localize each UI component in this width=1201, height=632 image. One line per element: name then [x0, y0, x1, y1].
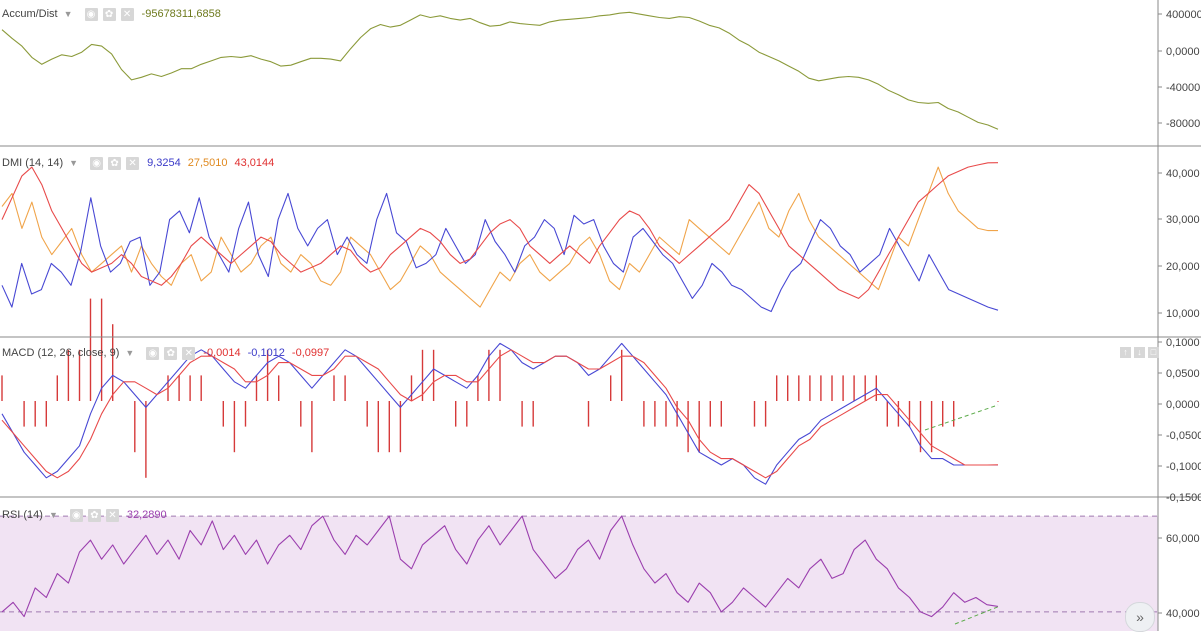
macd-divergence-line	[924, 404, 999, 431]
y-tick-label: -40000	[1166, 82, 1200, 94]
y-tick-label: 20,000	[1166, 261, 1200, 273]
y-tick-label: 0,0000	[1166, 46, 1200, 58]
y-tick-label: 40,000	[1166, 168, 1200, 180]
dmi-plus-di-line	[1, 192, 999, 313]
dmi-adx-value: 43,0144	[234, 157, 275, 169]
y-tick-label: -0,0500	[1166, 430, 1201, 442]
gear-icon[interactable]: ✿	[87, 508, 101, 522]
chevron-down-icon[interactable]: ▼	[69, 158, 79, 168]
accum-dist-line	[1, 11, 999, 130]
eye-icon[interactable]: ◉	[90, 156, 104, 170]
pane-move-down-icon[interactable]: ↓	[1134, 347, 1145, 358]
legend-macd: MACD (12, 26, close, 9) ▼ ◉ ✿ ✕ -0,0014 -0…	[2, 345, 329, 361]
legend-accum-dist: Accum/Dist ▼ ◉ ✿ ✕ -95678311,6858	[2, 6, 221, 22]
macd-pane-controls: ↑ ↓ □	[1120, 347, 1159, 358]
rsi-line	[1, 515, 999, 618]
legend-dmi: DMI (14, 14) ▼ ◉ ✿ ✕ 9,3254 27,5010 43,014…	[2, 155, 274, 171]
dmi-minus-value: 27,5010	[187, 157, 228, 169]
chevron-down-icon[interactable]: ▼	[48, 510, 58, 520]
pane-title-rsi: RSI (14)	[2, 509, 43, 521]
close-icon[interactable]: ✕	[126, 156, 140, 170]
close-icon[interactable]: ✕	[182, 346, 196, 360]
y-tick-label: -80000	[1166, 118, 1200, 130]
eye-icon[interactable]: ◉	[69, 508, 83, 522]
gear-icon[interactable]: ✿	[164, 346, 178, 360]
gear-icon[interactable]: ✿	[102, 7, 116, 21]
chevron-down-icon[interactable]: ▼	[125, 348, 135, 358]
y-tick-label: 10,000	[1166, 308, 1200, 320]
y-tick-label: 30,000	[1166, 214, 1200, 226]
close-icon[interactable]: ✕	[120, 7, 134, 21]
rsi-value: 32,2890	[126, 509, 167, 521]
macd-line	[1, 342, 998, 485]
eye-icon[interactable]: ◉	[84, 7, 98, 21]
dmi-minus-di-line	[1, 166, 998, 308]
accum-dist-value: -95678311,6858	[141, 8, 221, 20]
macd-signal-value: -0,0997	[291, 347, 330, 359]
close-icon[interactable]: ✕	[105, 508, 119, 522]
double-chevron-right-icon[interactable]: »	[1125, 602, 1155, 632]
y-tick-label: 0,1000	[1166, 337, 1200, 349]
macd-signal-line	[1, 349, 999, 479]
y-tick-label: 40,000	[1166, 608, 1200, 620]
pane-move-up-icon[interactable]: ↑	[1120, 347, 1131, 358]
pane-title-dmi: DMI (14, 14)	[2, 157, 64, 169]
y-tick-label: 60,000	[1166, 533, 1200, 545]
rsi-overbought-oversold-band	[0, 516, 1158, 631]
y-tick-label: 400000	[1166, 9, 1201, 21]
y-tick-label: -0,1000	[1166, 461, 1201, 473]
gear-icon[interactable]: ✿	[108, 156, 122, 170]
y-tick-label: 0,0000	[1166, 399, 1200, 411]
y-tick-label: 0,0500	[1166, 368, 1200, 380]
macd-line-value: -0,1012	[247, 347, 285, 359]
eye-icon[interactable]: ◉	[146, 346, 160, 360]
rsi-divergence-line	[954, 605, 1001, 625]
dmi-adx-line	[1, 162, 999, 299]
pane-title-macd: MACD (12, 26, close, 9)	[2, 347, 120, 359]
dmi-plus-value: 9,3254	[147, 157, 181, 169]
legend-rsi: RSI (14) ▼ ◉ ✿ ✕ 32,2890	[2, 507, 167, 523]
pane-title-accum-dist: Accum/Dist	[2, 8, 58, 20]
y-tick-label: -0,1500	[1166, 492, 1201, 504]
macd-histogram-value: -0,0014	[203, 347, 241, 359]
pane-maximize-icon[interactable]: □	[1148, 347, 1159, 358]
chevron-down-icon[interactable]: ▼	[63, 9, 73, 19]
